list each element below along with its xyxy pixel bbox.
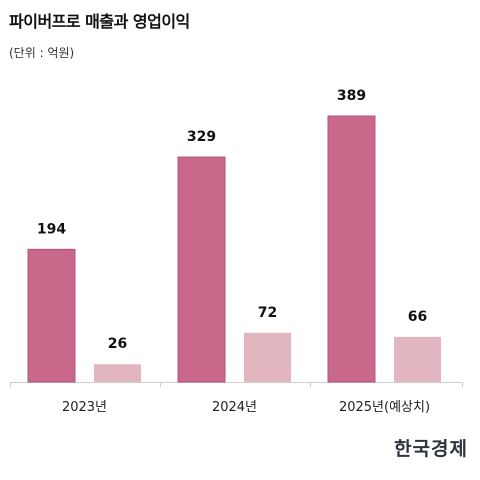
revenue-value-label: 194 <box>37 221 66 237</box>
chart-title: 파이버프로 매출과 영업이익 <box>9 12 190 31</box>
revenue-value-label: 389 <box>337 88 366 104</box>
operating-profit-value-label: 26 <box>108 336 127 352</box>
operating-profit-value-label: 66 <box>408 309 427 325</box>
operating-profit-bar <box>244 332 291 382</box>
x-category-label: 2023년 <box>62 400 107 415</box>
x-category-label: 2025년(예상치) <box>339 400 430 415</box>
publisher-logo: 한국경제 <box>394 438 468 460</box>
revenue-bar <box>327 115 376 383</box>
x-category-label: 2024년 <box>212 400 257 415</box>
unit-note: (단위 : 억원) <box>9 46 75 60</box>
operating-profit-value-label: 72 <box>258 305 277 321</box>
revenue-bar <box>27 248 76 383</box>
operating-profit-bar <box>94 364 141 382</box>
revenue-bar <box>177 156 226 383</box>
operating-profit-bar <box>394 336 441 382</box>
revenue-value-label: 329 <box>187 129 216 145</box>
